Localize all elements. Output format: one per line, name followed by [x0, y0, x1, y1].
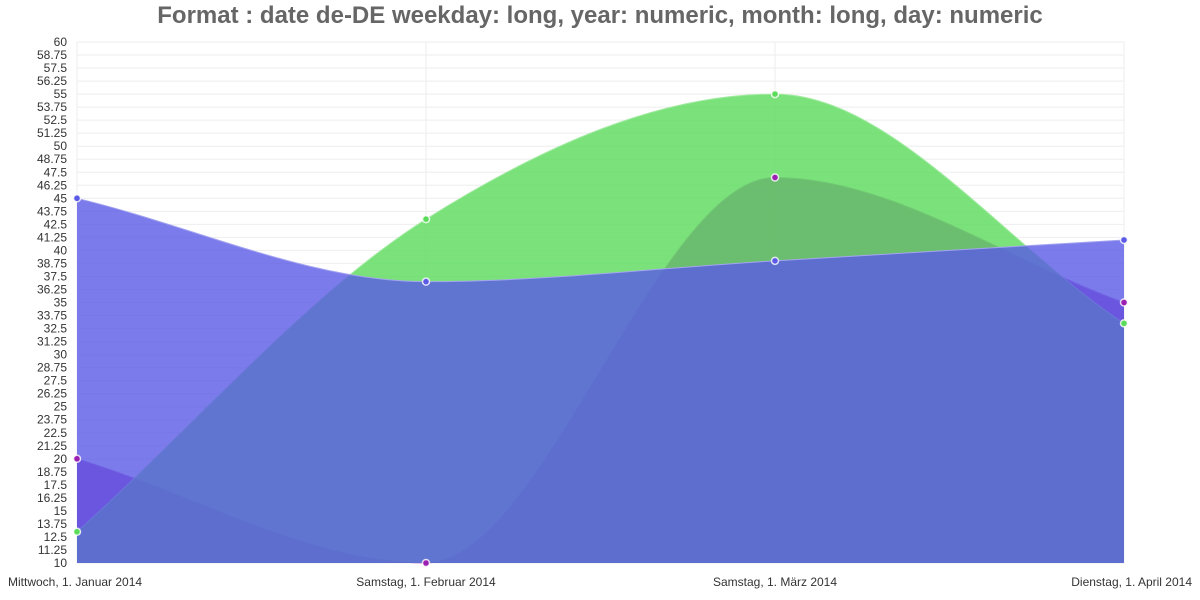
- y-tick-label: 28.75: [37, 361, 67, 375]
- y-tick-label: 37.5: [44, 269, 68, 283]
- y-tick-label: 35: [54, 296, 68, 310]
- x-tick-label: Dienstag, 1. April 2014: [1071, 575, 1192, 589]
- y-tick-label: 30: [54, 348, 68, 362]
- y-tick-label: 41.25: [37, 230, 67, 244]
- y-tick-label: 32.5: [44, 322, 68, 336]
- series-line: [76, 197, 1125, 283]
- y-tick-label: 57.5: [44, 61, 68, 75]
- y-tick-label: 50: [54, 139, 68, 153]
- y-tick-label: 31.25: [37, 335, 67, 349]
- y-tick-label: 46.25: [37, 178, 67, 192]
- y-tick-label: 55: [54, 87, 68, 101]
- y-tick-label: 43.75: [37, 204, 67, 218]
- y-tick-label: 10: [54, 556, 68, 570]
- y-tick-label: 58.75: [37, 48, 67, 62]
- y-tick-label: 26.25: [37, 387, 67, 401]
- x-tick-label: Samstag, 1. März 2014: [713, 575, 837, 589]
- y-tick-label: 60: [54, 35, 68, 49]
- y-tick-label: 18.75: [37, 465, 67, 479]
- y-tick-label: 36.25: [37, 282, 67, 296]
- data-point: [770, 89, 780, 99]
- y-tick-label: 25: [54, 400, 68, 414]
- x-tick-label: Samstag, 1. Februar 2014: [356, 575, 496, 589]
- y-tick-label: 20: [54, 452, 68, 466]
- data-point: [1119, 235, 1129, 245]
- data-point: [770, 173, 780, 182]
- y-tick-label: 40: [54, 243, 68, 257]
- y-tick-label: 56.25: [37, 74, 67, 88]
- series-area: [77, 198, 1124, 564]
- y-tick-label: 15: [54, 504, 68, 518]
- y-tick-label: 53.75: [37, 100, 67, 114]
- y-tick-label: 17.5: [44, 478, 68, 492]
- y-tick-label: 48.75: [37, 152, 67, 166]
- data-point: [421, 277, 431, 286]
- data-point: [421, 558, 431, 568]
- y-tick-label: 23.75: [37, 413, 67, 427]
- y-tick-label: 45: [54, 191, 68, 205]
- y-tick-label: 27.5: [44, 374, 68, 388]
- y-tick-label: 21.25: [37, 439, 67, 453]
- y-tick-label: 22.5: [44, 426, 68, 440]
- y-tick-label: 47.5: [44, 165, 68, 179]
- y-tick-label: 16.25: [37, 491, 67, 505]
- y-tick-label: 12.5: [44, 530, 68, 544]
- data-point: [1119, 319, 1129, 328]
- data-point: [421, 214, 431, 224]
- y-tick-label: 38.75: [37, 256, 67, 270]
- y-tick-label: 51.25: [37, 126, 67, 140]
- y-tick-label: 33.75: [37, 309, 67, 323]
- data-point: [72, 454, 82, 464]
- y-tick-label: 42.5: [44, 217, 68, 231]
- data-point: [72, 527, 82, 536]
- y-tick-label: 11.25: [38, 543, 67, 557]
- x-tick-label: Mittwoch, 1. Januar 2014: [8, 575, 142, 589]
- data-point: [72, 194, 82, 203]
- data-point: [1119, 298, 1129, 307]
- y-tick-label: 13.75: [37, 517, 67, 531]
- chart-title: Format : date de-DE weekday: long, year:…: [157, 2, 1043, 29]
- y-tick-label: 52.5: [44, 113, 68, 127]
- data-point: [770, 256, 780, 266]
